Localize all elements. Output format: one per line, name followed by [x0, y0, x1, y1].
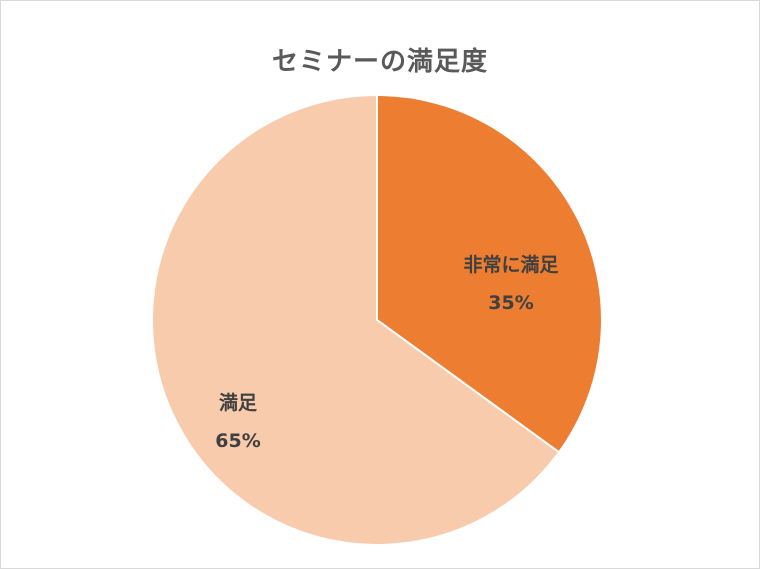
- slice-percent-label-1: 35%: [488, 292, 533, 314]
- pie-slice-1: [376, 93, 603, 454]
- slice-percent-label-2: 65%: [215, 430, 260, 452]
- chart-title: セミナーの満足度: [271, 47, 488, 77]
- slice-category-label-1: 非常に満足: [463, 253, 559, 276]
- pie-slice-2: [151, 93, 561, 546]
- slice-category-label-2: 満足: [219, 392, 258, 414]
